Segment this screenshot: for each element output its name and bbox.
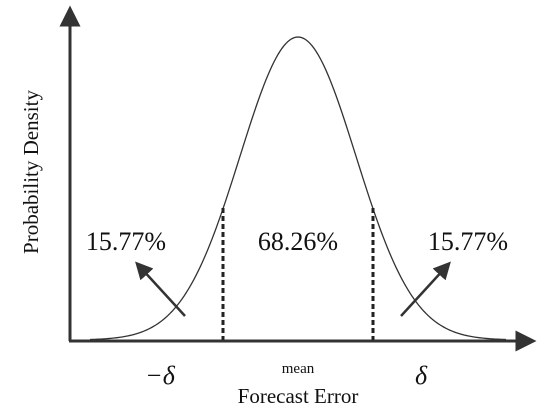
left-region-label: 15.77% (86, 227, 166, 256)
density-curve (89, 36, 507, 341)
left-tick-label: −δ (145, 361, 176, 390)
left-arrow (135, 261, 186, 317)
right-arrow (400, 261, 451, 317)
right-region-label: 15.77% (428, 227, 508, 256)
right-tick-label: δ (415, 361, 428, 390)
x-axis-label: Forecast Error (238, 384, 359, 408)
center-tick-label: mean (282, 361, 315, 377)
y-axis-label: Probability Density (19, 90, 43, 254)
center-region-label: 68.26% (258, 227, 338, 256)
